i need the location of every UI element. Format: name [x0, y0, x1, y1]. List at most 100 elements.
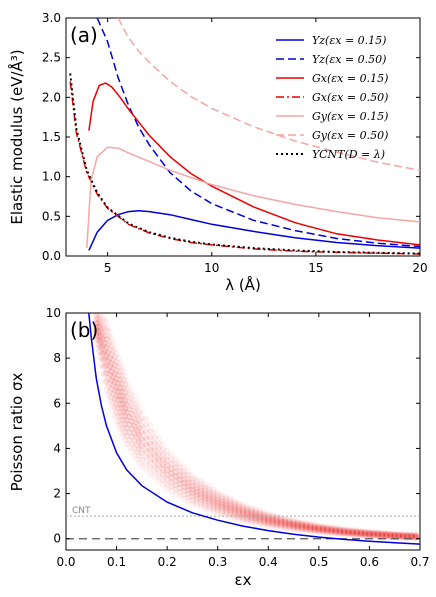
scatter-point	[128, 418, 135, 425]
scatter-point	[98, 338, 105, 345]
scatter-point	[197, 487, 205, 494]
scatter-point	[189, 493, 196, 500]
scatter-point	[277, 516, 285, 523]
scatter-point	[159, 477, 167, 484]
scatter-point	[319, 523, 327, 530]
scatter-point	[147, 446, 154, 453]
x-tick-label: 15	[308, 261, 323, 275]
scatter-point	[126, 405, 133, 413]
scatter-point	[362, 531, 369, 538]
scatter-point	[96, 353, 103, 360]
scatter-point	[332, 524, 339, 532]
scatter-point	[201, 486, 209, 494]
scatter-point	[311, 527, 318, 534]
scatter-point	[136, 403, 143, 411]
scatter-point	[248, 511, 255, 519]
scatter-point	[116, 367, 124, 375]
scatter-point	[412, 532, 419, 539]
scatter-point	[151, 451, 158, 458]
scatter-point	[94, 336, 102, 344]
scatter-point	[201, 505, 209, 512]
scatter-point	[193, 502, 200, 509]
scatter-point	[180, 468, 188, 475]
scatter-point	[231, 515, 238, 522]
scatter-point	[159, 456, 167, 463]
scatter-point	[298, 525, 306, 532]
scatter-point	[115, 363, 122, 370]
scatter-point	[197, 484, 205, 491]
scatter-point	[206, 507, 213, 514]
scatter-point	[189, 479, 196, 486]
scatter-point	[328, 524, 335, 532]
scatter-point	[332, 528, 339, 536]
scatter-point	[303, 521, 310, 529]
scatter-point	[383, 531, 390, 538]
scatter-point	[180, 487, 188, 495]
scatter-point	[319, 523, 327, 531]
scatter-point	[106, 397, 114, 404]
scatter-point	[248, 517, 255, 524]
scatter-point	[123, 440, 130, 448]
scatter-point	[353, 529, 360, 536]
scatter-point	[319, 525, 327, 532]
scatter-point	[201, 490, 209, 497]
scatter-point	[303, 527, 310, 534]
scatter-point	[340, 528, 348, 535]
scatter-point	[315, 525, 323, 532]
scatter-point	[378, 529, 386, 536]
scatter-point	[399, 533, 407, 540]
scatter-point	[214, 497, 221, 504]
scatter-point	[151, 428, 158, 435]
scatter-point	[349, 530, 356, 537]
scatter-point	[265, 513, 272, 520]
scatter-point	[349, 528, 356, 536]
scatter-point	[163, 447, 171, 454]
scatter-point	[357, 530, 365, 537]
scatter-point	[328, 528, 335, 535]
scatter-point	[151, 474, 158, 481]
scatter-point	[324, 526, 331, 533]
scatter-point	[108, 393, 115, 401]
scatter-point	[248, 510, 255, 517]
scatter-point	[408, 534, 415, 542]
scatter-point	[155, 451, 162, 458]
scatter-point	[324, 524, 331, 531]
scatter-point	[163, 466, 171, 474]
y-tick-label: 1.5	[42, 130, 61, 144]
scatter-point	[189, 482, 196, 490]
scatter-point	[93, 323, 100, 330]
scatter-point	[193, 488, 200, 495]
scatter-point	[98, 349, 105, 357]
scatter-point	[210, 492, 217, 499]
scatter-point	[96, 343, 103, 350]
scatter-point	[118, 404, 125, 412]
scatter-point	[214, 491, 221, 499]
panel-b-series	[66, 313, 420, 545]
scatter-point	[387, 530, 394, 537]
panel-a-ticks: 5 10 15 20 0.0 0.5 1.0 1.5 2.0 2.5 3.0	[42, 11, 428, 275]
scatter-point	[116, 392, 124, 399]
scatter-point	[104, 383, 112, 390]
scatter-point	[277, 524, 285, 531]
scatter-point	[94, 319, 102, 327]
scatter-point	[353, 528, 360, 535]
scatter-point	[113, 392, 120, 400]
scatter-point	[362, 530, 369, 538]
scatter-point	[231, 506, 238, 513]
scatter-point	[126, 421, 133, 428]
scatter-point	[391, 531, 398, 539]
scatter-point	[113, 384, 120, 391]
scatter-point	[336, 526, 344, 534]
scatter-point	[404, 531, 411, 538]
scatter-point	[98, 326, 105, 333]
scatter-point	[281, 522, 289, 529]
scatter-point	[120, 384, 127, 392]
scatter-point	[210, 500, 217, 507]
scatter-point	[118, 396, 125, 404]
scatter-point	[340, 526, 348, 534]
scatter-point	[93, 333, 100, 340]
scatter-point	[98, 332, 105, 339]
scatter-point	[121, 397, 129, 404]
panel-b-tag: (b)	[70, 318, 98, 342]
scatter-point	[101, 317, 109, 324]
